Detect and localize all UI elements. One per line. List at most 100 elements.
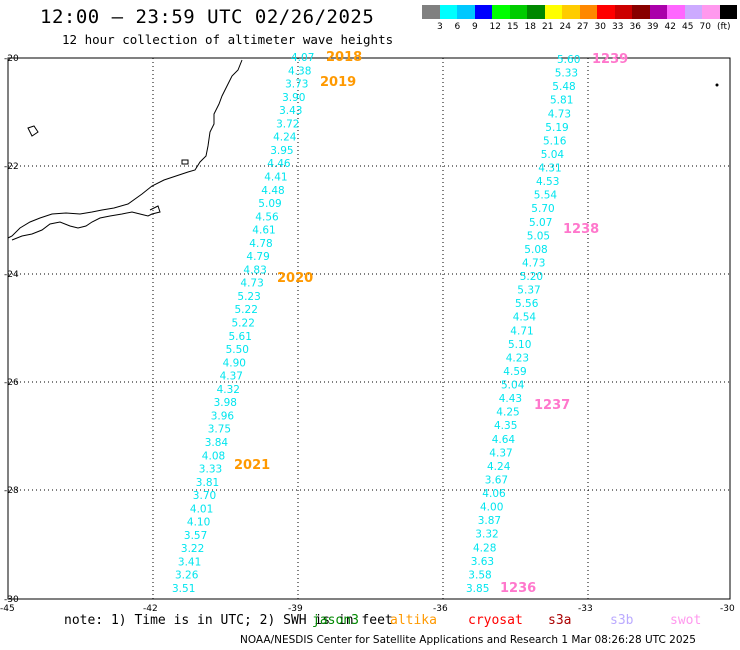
color-scale-tick: 24 — [559, 22, 571, 32]
wave-height-value: 3.33 — [199, 464, 222, 476]
wave-height-value: 3.72 — [276, 118, 299, 130]
wave-height-value: 5.22 — [232, 318, 255, 330]
page-subtitle: 12 hour collection of altimeter wave hei… — [62, 32, 394, 47]
color-swatch — [579, 5, 597, 19]
color-swatch — [474, 5, 492, 19]
wave-height-value: 3.98 — [214, 397, 237, 409]
color-swatch — [632, 5, 650, 19]
wave-height-value: 5.61 — [229, 331, 252, 343]
wave-height-value: 5.56 — [515, 298, 539, 310]
wave-height-value: 4.07 — [291, 52, 314, 64]
wave-height-value: 5.08 — [524, 244, 547, 256]
wave-height-value: 3.67 — [485, 475, 508, 487]
wave-height-value: 4.79 — [246, 251, 269, 263]
wave-height-value: 4.08 — [202, 450, 225, 462]
lat-label: -28 — [4, 486, 19, 496]
wave-height-value: 3.32 — [475, 529, 498, 541]
color-scale-tick: (ft) — [717, 22, 731, 32]
wave-height-value: 4.48 — [261, 185, 284, 197]
wave-height-value: 4.41 — [264, 172, 287, 184]
color-scale — [422, 5, 737, 19]
island — [27, 125, 39, 137]
wave-height-value: 4.54 — [513, 312, 537, 324]
wave-height-value: 4.23 — [506, 352, 529, 364]
wave-height-value: 4.71 — [510, 325, 533, 337]
color-swatch — [544, 5, 562, 19]
wave-height-value: 4.73 — [548, 108, 571, 120]
wave-height-value: 4.53 — [536, 176, 559, 188]
wave-height-value: 4.06 — [482, 488, 506, 500]
wave-height-value: 5.09 — [258, 198, 281, 210]
wave-height-value: 4.37 — [220, 371, 243, 383]
wave-height-value: 4.38 — [288, 65, 311, 77]
wave-height-value: 3.22 — [181, 543, 204, 555]
wave-height-value: 4.10 — [187, 517, 210, 529]
wave-height-value: 3.41 — [178, 557, 201, 569]
lat-label: -30 — [4, 595, 19, 605]
wave-height-value: 3.57 — [184, 530, 207, 542]
wave-height-value: 5.37 — [517, 285, 540, 297]
wave-height-value: 4.43 — [499, 393, 522, 405]
lon-label: -42 — [143, 604, 158, 614]
pass-label: 2018 — [326, 50, 362, 65]
wave-height-value: 5.04 — [541, 149, 565, 161]
wave-height-value: 5.50 — [226, 344, 249, 356]
footer-credit: NOAA/NESDIS Center for Satellite Applica… — [240, 634, 696, 646]
lon-label: -36 — [433, 604, 448, 614]
color-scale-tick: 21 — [542, 22, 554, 32]
satellite-s3a: s3a — [548, 613, 572, 628]
color-swatch — [527, 5, 545, 19]
color-scale-tick: 9 — [472, 22, 478, 32]
wave-height-value: 4.24 — [487, 461, 511, 473]
map-frame — [7, 57, 731, 600]
wave-height-value: 4.28 — [473, 542, 496, 554]
note-text: note: 1) Time is in UTC; 2) SWH is in fe… — [64, 613, 393, 628]
wave-height-value: 5.33 — [555, 68, 578, 80]
color-swatch — [684, 5, 702, 19]
wave-height-value: 4.73 — [522, 258, 545, 270]
coastline-bay — [11, 205, 161, 241]
pass-label: 1239 — [592, 52, 628, 67]
satellite-cryosat: cryosat — [468, 613, 523, 628]
wave-height-value: 4.73 — [240, 278, 263, 290]
wave-height-value: 5.70 — [531, 203, 554, 215]
wave-height-value: 5.20 — [520, 271, 543, 283]
pass-label: 1238 — [563, 222, 599, 237]
wave-height-value: 5.16 — [543, 135, 567, 147]
wave-height-value: 4.01 — [190, 503, 213, 515]
color-swatch — [457, 5, 475, 19]
satellite-jason3: jason3 — [312, 613, 359, 628]
wave-height-value: 4.31 — [538, 163, 561, 175]
color-scale-tick: 27 — [577, 22, 589, 32]
wave-height-value: 4.56 — [255, 211, 279, 223]
color-swatch — [667, 5, 685, 19]
wave-height-value: 3.75 — [208, 424, 231, 436]
color-scale-tick: 42 — [664, 22, 676, 32]
wave-height-value: 5.10 — [508, 339, 531, 351]
color-swatch — [509, 5, 527, 19]
wave-height-value: 5.48 — [552, 81, 575, 93]
satellite-swot: swot — [670, 613, 702, 628]
color-scale-tick: 36 — [629, 22, 641, 32]
coastline — [7, 59, 243, 239]
wave-height-value: 5.54 — [534, 190, 558, 202]
lat-label: -26 — [4, 378, 19, 388]
wave-height-value: 4.37 — [489, 447, 512, 459]
page-title: 12:00 – 23:59 UTC 02/26/2025 — [40, 6, 375, 28]
wave-height-value: 3.51 — [172, 583, 195, 595]
color-scale-tick: 15 — [507, 22, 519, 32]
lon-label: -30 — [720, 604, 735, 614]
wave-height-value: 3.70 — [193, 490, 216, 502]
wave-height-value: 3.85 — [466, 583, 489, 595]
color-scale-tick: 3 — [437, 22, 443, 32]
color-scale-tick: 39 — [647, 22, 659, 32]
wave-height-value: 4.24 — [273, 132, 297, 144]
wave-height-value: 3.90 — [282, 92, 305, 104]
wave-height-value: 3.26 — [175, 570, 199, 582]
color-swatch — [422, 5, 440, 19]
color-swatch — [614, 5, 632, 19]
color-swatch — [492, 5, 510, 19]
wave-height-value: 5.81 — [550, 95, 573, 107]
wave-height-value: 5.04 — [501, 380, 525, 392]
pass-label: 2021 — [234, 458, 270, 473]
